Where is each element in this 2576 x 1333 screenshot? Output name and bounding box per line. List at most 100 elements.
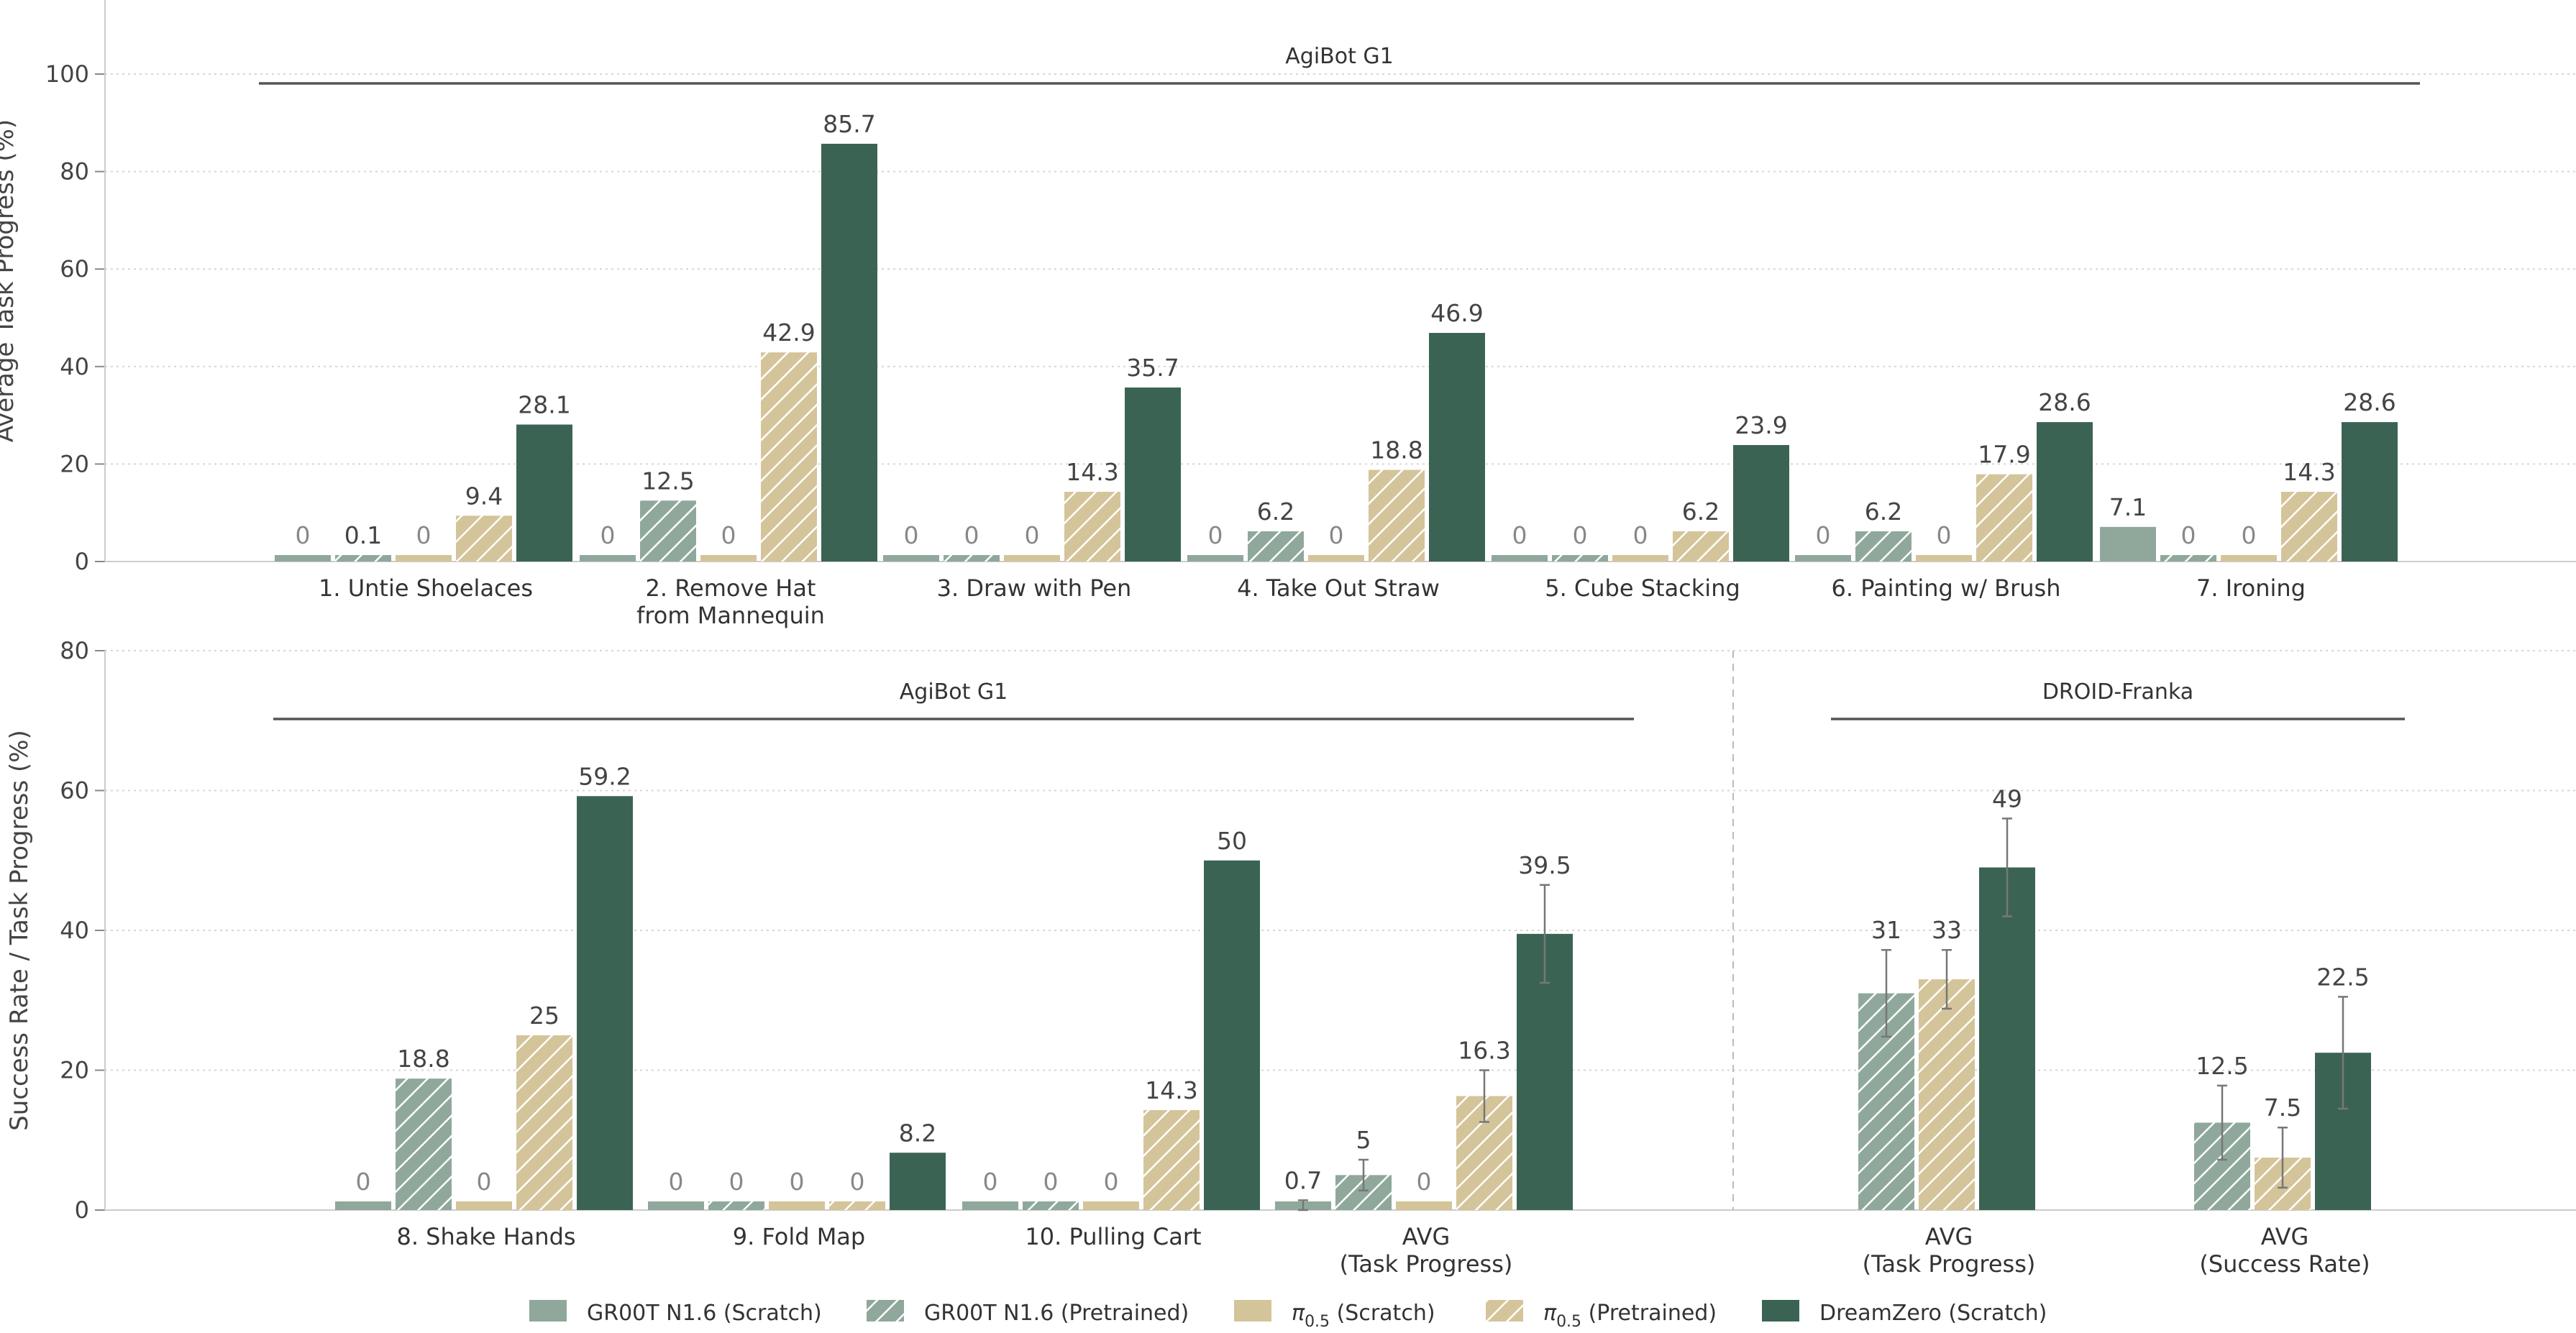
x-tick-label: (Success Rate) xyxy=(2199,1250,2370,1278)
data-label: 18.8 xyxy=(1370,436,1422,464)
data-label: 49 xyxy=(1992,784,2022,812)
bar xyxy=(1733,444,1789,562)
bar xyxy=(944,555,1000,562)
data-label: 14.3 xyxy=(1066,458,1118,486)
bar xyxy=(516,1035,572,1210)
y-tick-label: 80 xyxy=(60,158,89,185)
data-label: 18.8 xyxy=(397,1045,449,1073)
bar xyxy=(2342,422,2398,562)
data-label: 0 xyxy=(356,1168,371,1196)
bar xyxy=(1204,860,1260,1210)
data-label: 0 xyxy=(2242,521,2257,549)
legend-swatch xyxy=(529,1300,567,1321)
legend: GR00T N1.6 (Scratch) GR00T N1.6 (Pretrain… xyxy=(529,1300,2047,1331)
data-label: 14.3 xyxy=(1145,1076,1197,1104)
bar xyxy=(640,500,696,562)
bottom-chart: 0 20 40 60 80 Success Rate / Task Progress (%… xyxy=(5,637,2576,1278)
x-tick-label: 6. Painting w/ Brush xyxy=(1831,574,2060,602)
group-label: DROID-Franka xyxy=(2042,679,2193,705)
data-label: 46.9 xyxy=(1430,299,1483,327)
data-label: 0.1 xyxy=(344,521,382,549)
top-chart: 0 20 40 60 80 100 Average Task Progress (%) Agi… xyxy=(0,0,2576,629)
bar xyxy=(577,796,633,1210)
data-label: 6.2 xyxy=(1257,498,1294,526)
bar xyxy=(890,1153,946,1210)
bar xyxy=(829,1201,885,1210)
data-label: 0 xyxy=(1512,521,1527,549)
bar xyxy=(2160,555,2216,562)
bar xyxy=(1083,1201,1139,1210)
group-label: AgiBot G1 xyxy=(900,679,1008,705)
data-label: 0 xyxy=(983,1168,998,1196)
x-tick-label: (Task Progress) xyxy=(1340,1250,1513,1278)
bar xyxy=(1855,531,1912,562)
data-label: 23.9 xyxy=(1735,411,1787,439)
data-label: 0 xyxy=(1025,521,1040,549)
data-label: 0 xyxy=(729,1168,744,1196)
data-label: 0 xyxy=(669,1168,684,1196)
bar xyxy=(769,1201,825,1210)
x-tick-label: 2. Remove Hat xyxy=(646,574,816,602)
legend-swatch xyxy=(1762,1300,1799,1321)
data-label: 0 xyxy=(790,1168,805,1196)
y-tick-label: 0 xyxy=(75,548,89,575)
group-label: AgiBot G1 xyxy=(1285,44,1393,69)
bar xyxy=(1396,1201,1452,1210)
bar xyxy=(396,555,452,562)
data-label: 12.5 xyxy=(2196,1052,2248,1080)
legend-swatch xyxy=(1486,1300,1523,1321)
data-label: 31 xyxy=(1871,916,1901,944)
legend-swatch xyxy=(1234,1300,1271,1321)
x-tick-label: AVG xyxy=(1925,1223,1973,1250)
x-tick-label: 8. Shake Hands xyxy=(396,1223,575,1250)
data-label: 25 xyxy=(529,1002,559,1030)
data-label: 17.9 xyxy=(1978,441,2030,469)
data-label: 14.3 xyxy=(2283,458,2335,486)
data-label: 8.2 xyxy=(899,1119,936,1147)
bar xyxy=(1795,555,1851,562)
bar xyxy=(396,1078,452,1210)
bar xyxy=(1976,474,2032,562)
data-label: 0 xyxy=(1633,521,1648,549)
bar xyxy=(1064,492,1120,562)
bar xyxy=(708,1201,764,1210)
y-axis-label: Success Rate / Task Progress (%) xyxy=(5,730,34,1131)
bar xyxy=(761,352,817,562)
data-label: 0 xyxy=(1417,1168,1432,1196)
data-label: 59.2 xyxy=(578,762,631,790)
bar xyxy=(1673,531,1729,562)
legend-label: GR00T N1.6 (Pretrained) xyxy=(924,1301,1189,1326)
data-label: 28.6 xyxy=(2038,388,2091,416)
bar xyxy=(456,1201,512,1210)
x-tick-label: from Mannequin xyxy=(636,602,825,629)
data-label: 50 xyxy=(1217,827,1247,855)
bar xyxy=(1125,387,1181,562)
data-label: 9.4 xyxy=(465,482,503,510)
y-tick-label: 20 xyxy=(60,1057,89,1084)
bar xyxy=(2221,555,2277,562)
data-label: 33 xyxy=(1932,916,1962,944)
bar xyxy=(1248,531,1304,562)
data-label: 0 xyxy=(1937,521,1952,549)
bar xyxy=(275,555,331,562)
y-tick-label: 60 xyxy=(60,255,89,283)
x-tick-label: AVG xyxy=(1402,1223,1451,1250)
x-tick-label: AVG xyxy=(2261,1223,2309,1250)
bar xyxy=(1023,1201,1079,1210)
x-tick-label: 3. Draw with Pen xyxy=(937,574,1132,602)
bar xyxy=(1612,555,1668,562)
data-label: 28.1 xyxy=(518,390,570,418)
data-label: 5 xyxy=(1356,1126,1371,1154)
data-label: 0 xyxy=(1043,1168,1059,1196)
x-tick-label: 5. Cube Stacking xyxy=(1545,574,1740,602)
bar xyxy=(1369,469,1425,562)
bar xyxy=(821,143,877,562)
y-axis-label: Average Task Progress (%) xyxy=(0,119,19,442)
data-label: 0 xyxy=(416,521,431,549)
bar xyxy=(1187,555,1243,562)
data-label: 0 xyxy=(721,521,736,549)
bar xyxy=(1492,555,1548,562)
data-label: 39.5 xyxy=(1518,851,1571,879)
data-label: 0.7 xyxy=(1284,1166,1322,1194)
